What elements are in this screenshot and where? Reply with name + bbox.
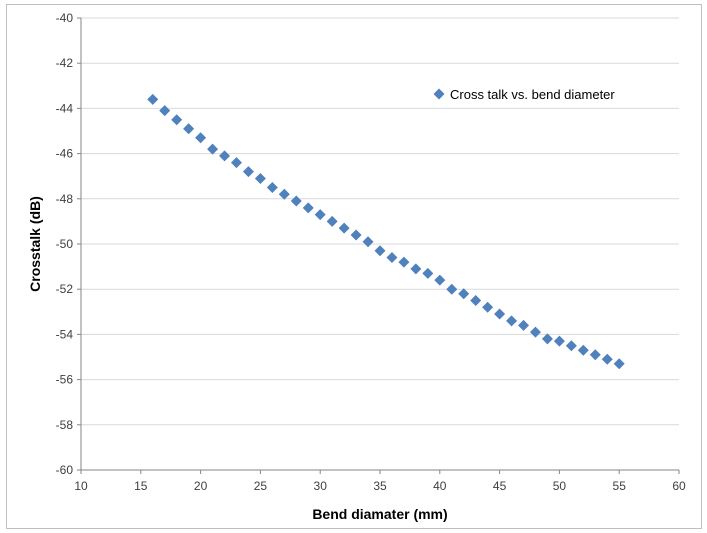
data-point — [290, 195, 302, 207]
data-point — [529, 326, 541, 338]
x-tick-label: 35 — [373, 479, 387, 493]
y-axis-title: Crosstalk (dB) — [27, 196, 43, 292]
data-point — [350, 229, 362, 241]
data-point — [434, 274, 446, 286]
data-point — [410, 263, 422, 275]
data-point — [147, 93, 159, 105]
legend-marker — [433, 88, 445, 100]
data-point — [601, 353, 613, 365]
data-point — [541, 333, 553, 345]
data-point — [458, 288, 470, 300]
legend-label: Cross talk vs. bend diameter — [450, 87, 615, 102]
data-point — [374, 245, 386, 257]
x-tick-label: 30 — [314, 479, 328, 493]
y-tick-label: -40 — [56, 11, 74, 25]
data-point — [242, 166, 254, 178]
data-point — [506, 315, 518, 327]
data-point — [326, 215, 338, 227]
chart-frame — [6, 4, 702, 529]
x-tick-label: 60 — [672, 479, 686, 493]
data-point — [338, 222, 350, 234]
y-tick-label: -48 — [56, 192, 74, 206]
data-point — [219, 150, 231, 162]
data-point — [613, 358, 625, 370]
data-point — [183, 123, 195, 135]
data-point — [314, 209, 326, 221]
y-tick-label: -44 — [56, 101, 74, 115]
data-point — [171, 114, 183, 126]
data-point — [302, 202, 314, 214]
x-tick-label: 55 — [613, 479, 627, 493]
x-tick-label: 15 — [134, 479, 148, 493]
data-point — [518, 319, 530, 331]
gridlines — [81, 17, 679, 471]
data-point — [362, 236, 374, 248]
data-point — [386, 252, 398, 264]
y-tick-label: -50 — [56, 237, 74, 251]
data-point — [230, 157, 242, 169]
y-tick-label: -46 — [56, 147, 74, 161]
data-point — [553, 335, 565, 347]
data-point — [577, 344, 589, 356]
x-tick-label: 25 — [254, 479, 268, 493]
data-point — [470, 295, 482, 306]
y-tick-labels: -40 -42 -44 -46 -48 -50 -52 -54 -56 -58 -60 — [56, 11, 74, 477]
x-axis-title: Bend diamater (mm) — [312, 506, 447, 522]
data-point — [589, 349, 601, 361]
y-tick-label: -58 — [56, 418, 74, 432]
y-tick-label: -56 — [56, 373, 74, 387]
data-points — [147, 93, 625, 370]
x-tick-label: 40 — [433, 479, 447, 493]
data-point — [422, 267, 434, 279]
x-tick-label: 50 — [553, 479, 567, 493]
data-point — [482, 301, 494, 313]
data-point — [398, 256, 410, 268]
data-point — [266, 182, 278, 193]
y-tick-label: -54 — [56, 327, 74, 341]
x-tick-label: 45 — [493, 479, 507, 493]
legend: Cross talk vs. bend diameter — [433, 87, 615, 102]
y-tick-label: -60 — [56, 463, 74, 477]
axes — [77, 17, 680, 474]
x-tick-label: 10 — [74, 479, 88, 493]
data-point — [254, 172, 266, 184]
x-tick-label: 20 — [194, 479, 208, 493]
data-point — [278, 188, 290, 200]
y-tick-label: -42 — [56, 56, 74, 70]
x-tick-labels: 10 15 20 25 30 35 40 45 50 55 60 — [74, 479, 686, 493]
data-point — [446, 283, 458, 295]
data-point — [159, 105, 171, 117]
data-point — [494, 308, 506, 320]
data-point — [207, 143, 219, 155]
data-point — [565, 340, 577, 352]
data-point — [195, 132, 207, 144]
y-tick-label: -52 — [56, 282, 74, 296]
